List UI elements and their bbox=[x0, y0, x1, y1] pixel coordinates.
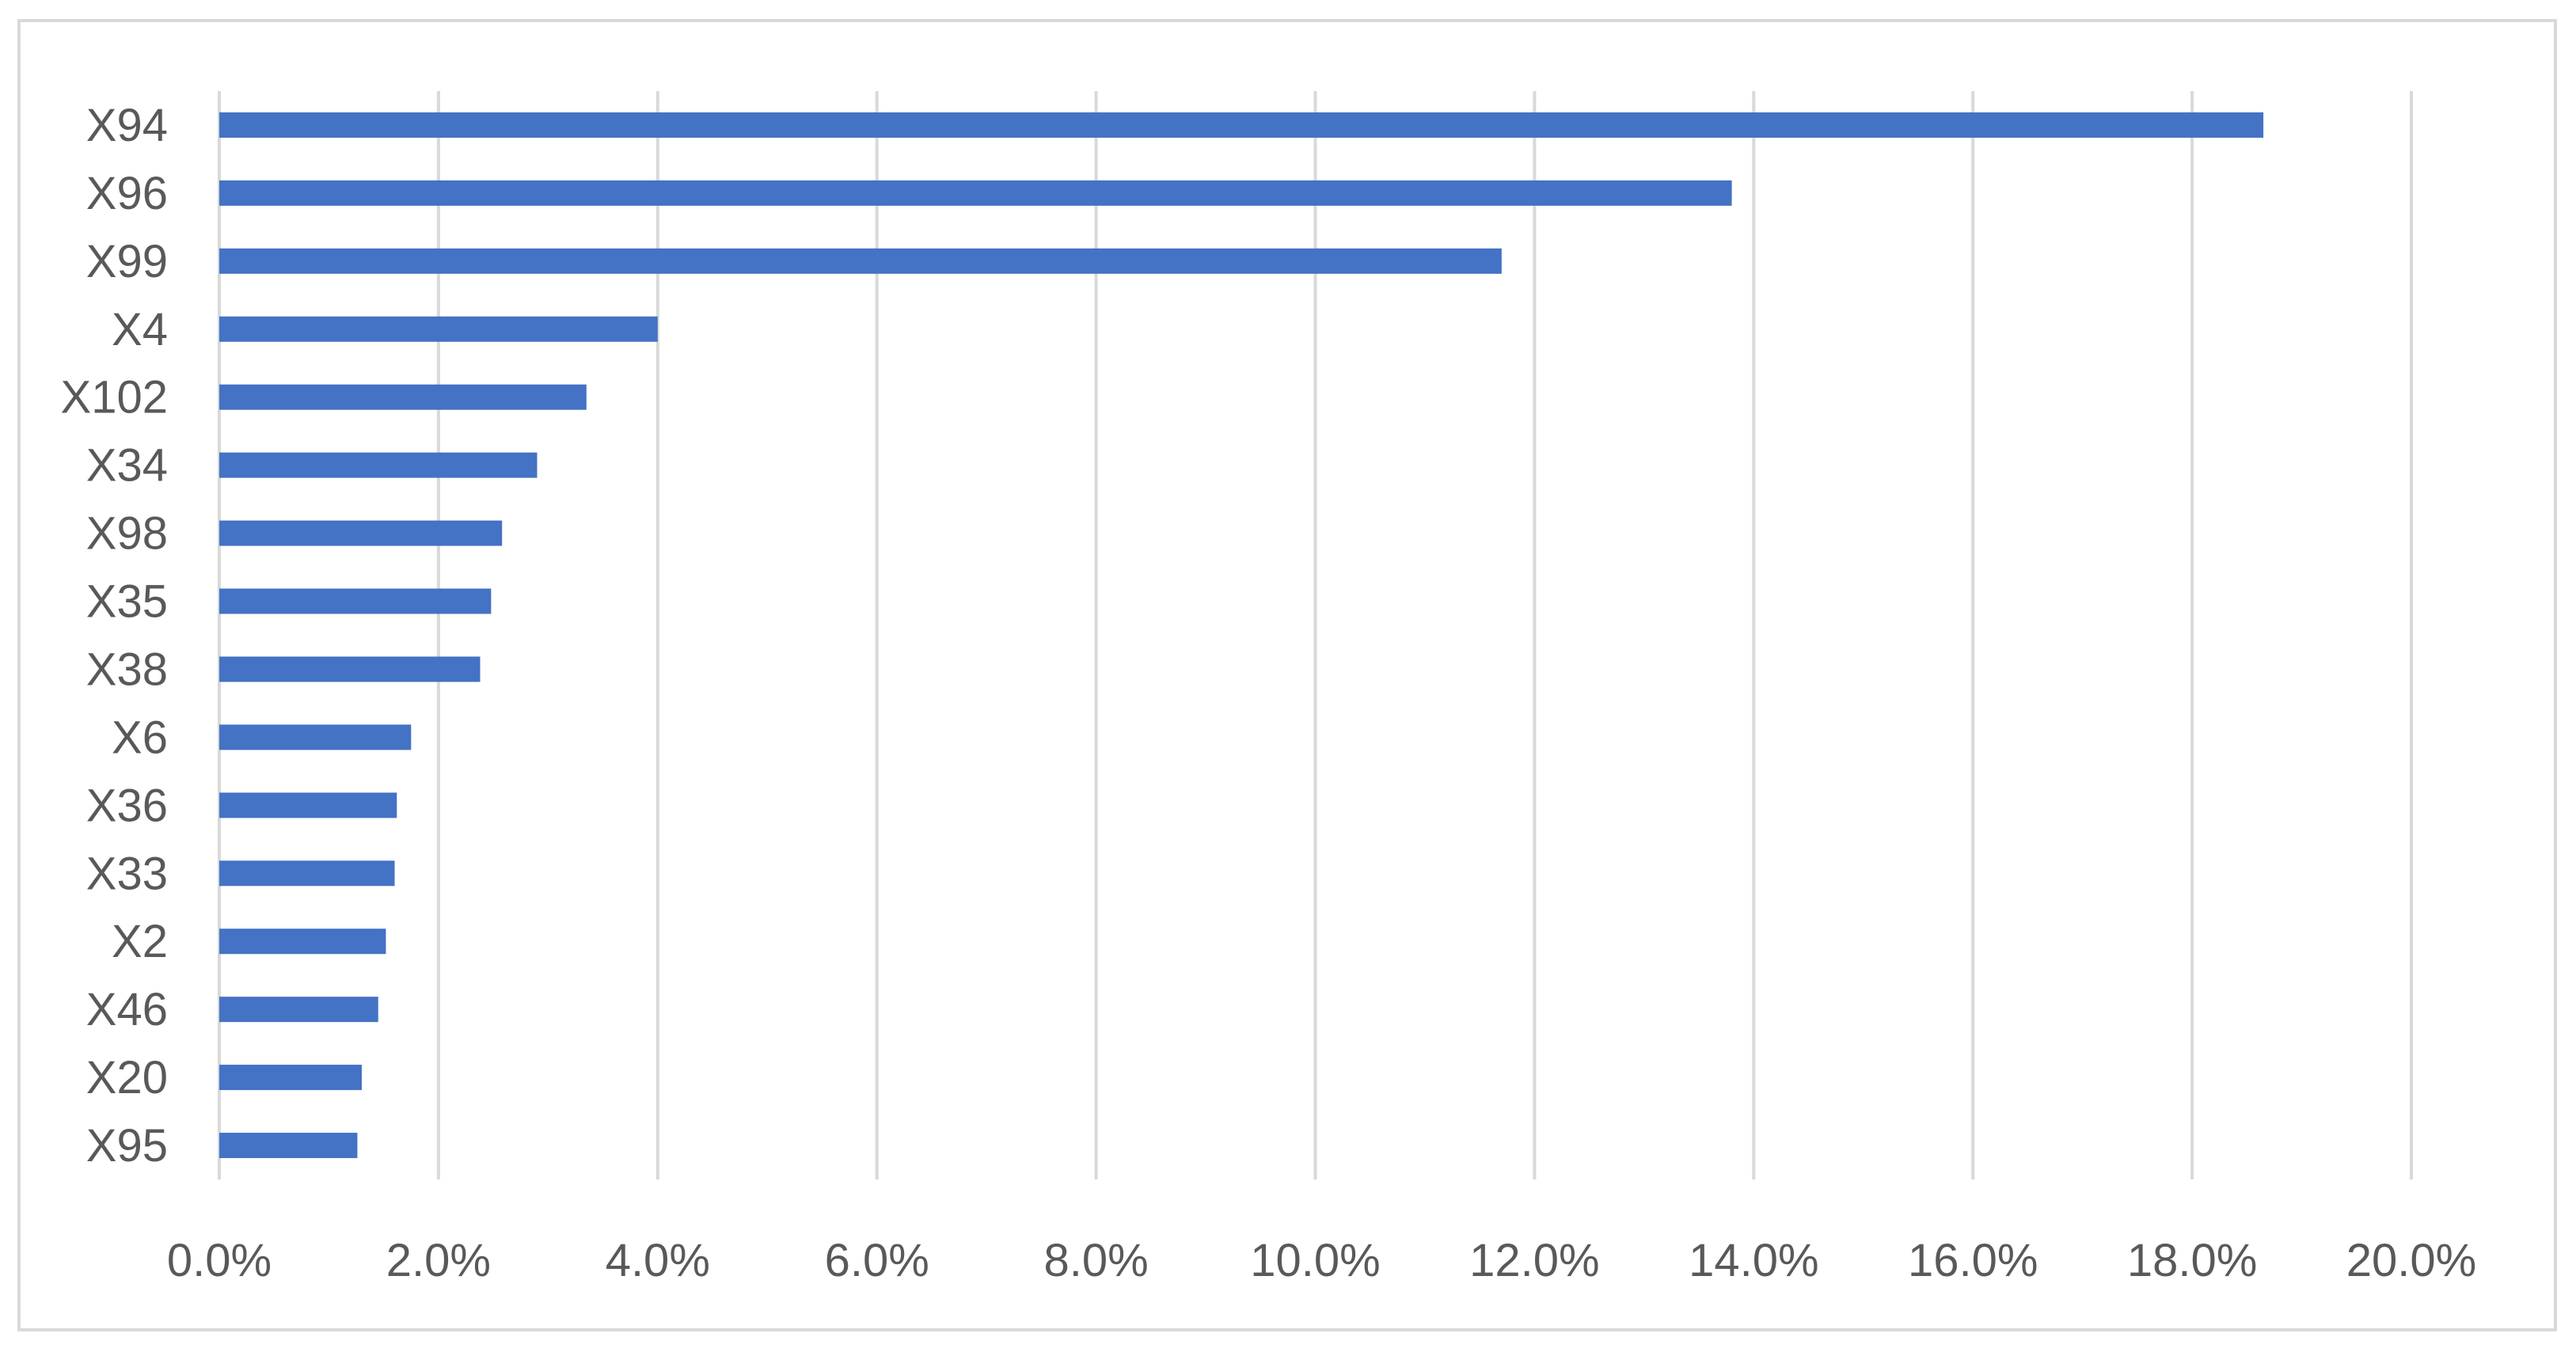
category-label: X20 bbox=[86, 1052, 168, 1103]
x-tick-label: 10.0% bbox=[1250, 1235, 1380, 1286]
category-label: X99 bbox=[86, 236, 168, 287]
bar bbox=[219, 180, 1732, 206]
bar bbox=[219, 1065, 362, 1091]
category-label: X98 bbox=[86, 508, 168, 560]
category-label: X96 bbox=[86, 168, 168, 219]
bar bbox=[219, 248, 1502, 274]
bar bbox=[219, 1133, 358, 1159]
bar bbox=[219, 792, 397, 818]
x-tick-label: 8.0% bbox=[1043, 1235, 1148, 1286]
category-label: X34 bbox=[86, 440, 168, 492]
bar bbox=[219, 860, 395, 887]
category-label: X102 bbox=[61, 372, 168, 423]
category-label: X4 bbox=[112, 304, 168, 355]
value-axis-labels: 0.0% 2.0% 4.0% 6.0% 8.0% 10.0% 12.0% 14.0% 16.0%… bbox=[167, 1235, 2476, 1286]
category-label: X35 bbox=[86, 576, 168, 628]
bar bbox=[219, 656, 481, 682]
category-label: X38 bbox=[86, 644, 168, 695]
category-label: X6 bbox=[112, 712, 168, 763]
category-label: X36 bbox=[86, 780, 168, 831]
x-tick-label: 16.0% bbox=[1908, 1235, 2038, 1286]
category-label: X33 bbox=[86, 848, 168, 899]
bar bbox=[219, 929, 386, 955]
x-tick-label: 0.0% bbox=[167, 1235, 272, 1286]
category-axis-labels: X94 X96 X99 X4 X102 X34 X98 X35 X38 X6 X36 X33 X2 X46… bbox=[61, 100, 168, 1172]
bar bbox=[219, 384, 587, 410]
bar bbox=[219, 724, 412, 750]
x-tick-label: 4.0% bbox=[606, 1235, 710, 1286]
bar bbox=[219, 520, 503, 546]
x-tick-label: 12.0% bbox=[1469, 1235, 1599, 1286]
bar bbox=[219, 316, 658, 342]
bars bbox=[219, 112, 2264, 1159]
category-label: X94 bbox=[86, 100, 168, 151]
x-tick-label: 6.0% bbox=[825, 1235, 929, 1286]
bar bbox=[219, 588, 492, 614]
bar bbox=[219, 112, 2264, 138]
x-tick-label: 20.0% bbox=[2346, 1235, 2476, 1286]
bar bbox=[219, 997, 378, 1023]
bar bbox=[219, 452, 538, 478]
x-tick-label: 2.0% bbox=[386, 1235, 491, 1286]
category-label: X46 bbox=[86, 984, 168, 1035]
category-label: X2 bbox=[112, 916, 168, 967]
x-tick-label: 18.0% bbox=[2127, 1235, 2257, 1286]
x-tick-label: 14.0% bbox=[1689, 1235, 1818, 1286]
category-label: X95 bbox=[86, 1120, 168, 1172]
